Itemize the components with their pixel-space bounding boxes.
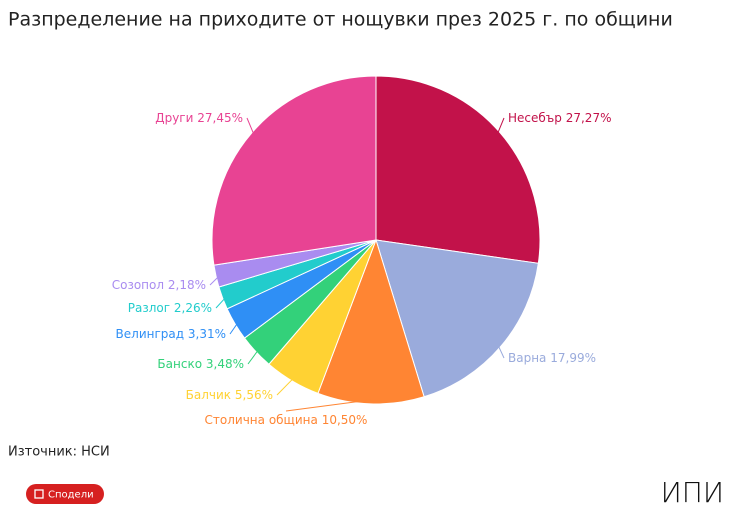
logo: ИПИ [661, 476, 724, 509]
value-label: 27,45% [197, 111, 243, 125]
pie-slice [317, 238, 425, 405]
leader-line [229, 321, 239, 335]
value-label: 5,56% [235, 388, 273, 402]
data-label: Столична община 10,50% [205, 413, 368, 427]
leader-line [215, 296, 227, 309]
source: Източник: НСИ [8, 445, 110, 460]
data-label: Созопол 2,18% [112, 278, 206, 292]
leader-line [496, 117, 505, 136]
category-label: Созопол [112, 278, 164, 292]
leader-line [276, 377, 295, 396]
category-label: Разлог [128, 301, 170, 315]
data-label: Разлог 2,26% [128, 301, 212, 315]
share-button[interactable]: Сподели [26, 484, 104, 504]
category-label: Несебър [508, 111, 562, 125]
leader-line [497, 343, 505, 359]
value-label: 3,48% [206, 357, 244, 371]
pie-slice [375, 75, 541, 264]
data-label: Банско 3,48% [157, 357, 244, 371]
value-label: 27,27% [566, 111, 612, 125]
data-label: Варна 17,99% [508, 351, 596, 365]
leader-line [247, 348, 260, 365]
value-label: 17,99% [550, 351, 596, 365]
data-label: Балчик 5,56% [186, 388, 273, 402]
data-label: Велинград 3,31% [116, 327, 226, 341]
value-label: 2,18% [168, 278, 206, 292]
data-label: Несебър 27,27% [508, 111, 611, 125]
value-label: 2,26% [174, 301, 212, 315]
share-label[interactable]: Сподели [48, 490, 94, 501]
value-label: 10,50% [322, 413, 368, 427]
category-label: Варна [508, 351, 546, 365]
pie-slice [211, 75, 377, 266]
category-label: Банско [157, 357, 202, 371]
leader-line [285, 399, 371, 412]
category-label: Велинград [116, 327, 185, 341]
category-label: Балчик [186, 388, 231, 402]
category-label: Столична община [205, 413, 318, 427]
chart-title: Разпределение на приходите от нощувки пр… [8, 9, 673, 31]
pie-slice [375, 239, 539, 398]
leader-line [209, 274, 221, 286]
value-label: 3,31% [188, 327, 226, 341]
category-label: Други [155, 111, 193, 125]
data-label: Други 27,45% [155, 111, 243, 125]
leader-line [246, 117, 255, 137]
